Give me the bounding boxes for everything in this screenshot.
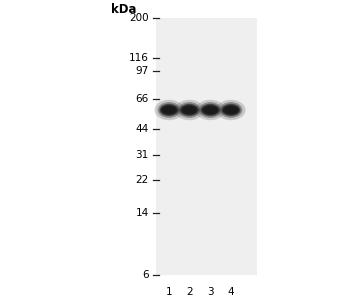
Ellipse shape (216, 100, 246, 120)
Ellipse shape (225, 106, 237, 113)
Text: 14: 14 (135, 208, 149, 218)
Ellipse shape (180, 104, 199, 116)
Ellipse shape (201, 104, 220, 116)
Ellipse shape (181, 105, 197, 115)
Text: 116: 116 (129, 53, 149, 63)
Ellipse shape (220, 102, 242, 118)
Text: 66: 66 (135, 94, 149, 104)
Ellipse shape (160, 104, 178, 116)
Text: 22: 22 (135, 175, 149, 185)
Ellipse shape (175, 100, 204, 120)
Text: 1: 1 (166, 286, 172, 297)
Text: 44: 44 (135, 124, 149, 134)
Text: 3: 3 (207, 286, 214, 297)
Text: 97: 97 (135, 66, 149, 76)
Text: 4: 4 (228, 286, 234, 297)
Ellipse shape (223, 105, 239, 115)
Ellipse shape (178, 102, 201, 118)
Ellipse shape (196, 100, 225, 120)
Ellipse shape (183, 106, 196, 113)
Ellipse shape (202, 105, 218, 115)
Bar (156, 18, 257, 275)
Ellipse shape (204, 106, 217, 113)
Ellipse shape (163, 106, 175, 113)
Text: 2: 2 (186, 286, 193, 297)
Ellipse shape (158, 102, 181, 118)
Ellipse shape (161, 105, 177, 115)
Text: 200: 200 (129, 13, 149, 23)
Text: kDa: kDa (111, 4, 136, 16)
Ellipse shape (199, 102, 222, 118)
Ellipse shape (222, 104, 240, 116)
Text: 31: 31 (135, 150, 149, 160)
Text: 6: 6 (142, 270, 149, 280)
Ellipse shape (154, 100, 184, 120)
